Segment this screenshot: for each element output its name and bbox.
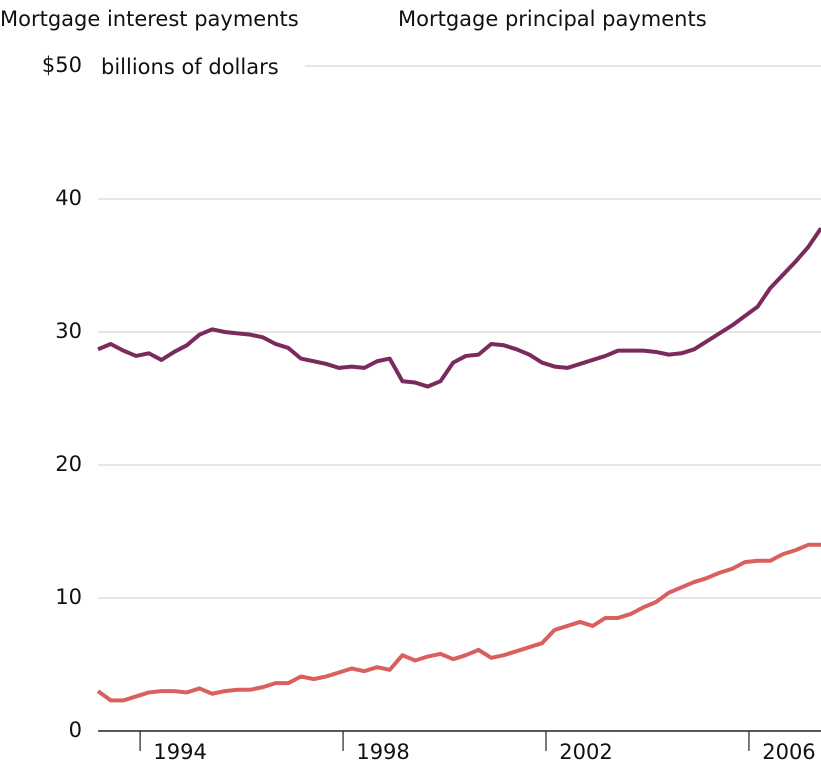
y-tick-label: 30 [55, 319, 82, 343]
y-tick-label: $50 [42, 53, 82, 77]
line-series [97, 227, 821, 389]
x-tick-label: 2002 [559, 740, 612, 764]
y-tick-label: 40 [55, 186, 82, 210]
x-tick-label: 1994 [153, 740, 206, 764]
y-tick-label: 10 [55, 585, 82, 609]
legend-label: Mortgage interest payments [0, 7, 299, 31]
y-tick-label: 20 [55, 452, 82, 476]
y-tick-label: 0 [69, 718, 82, 742]
legend-label: Mortgage principal payments [398, 7, 707, 31]
x-tick-label: 1998 [356, 740, 409, 764]
axis-label: billions of dollars [101, 55, 279, 79]
x-tick-label: 2006 [762, 740, 815, 764]
line-series [96, 542, 821, 703]
